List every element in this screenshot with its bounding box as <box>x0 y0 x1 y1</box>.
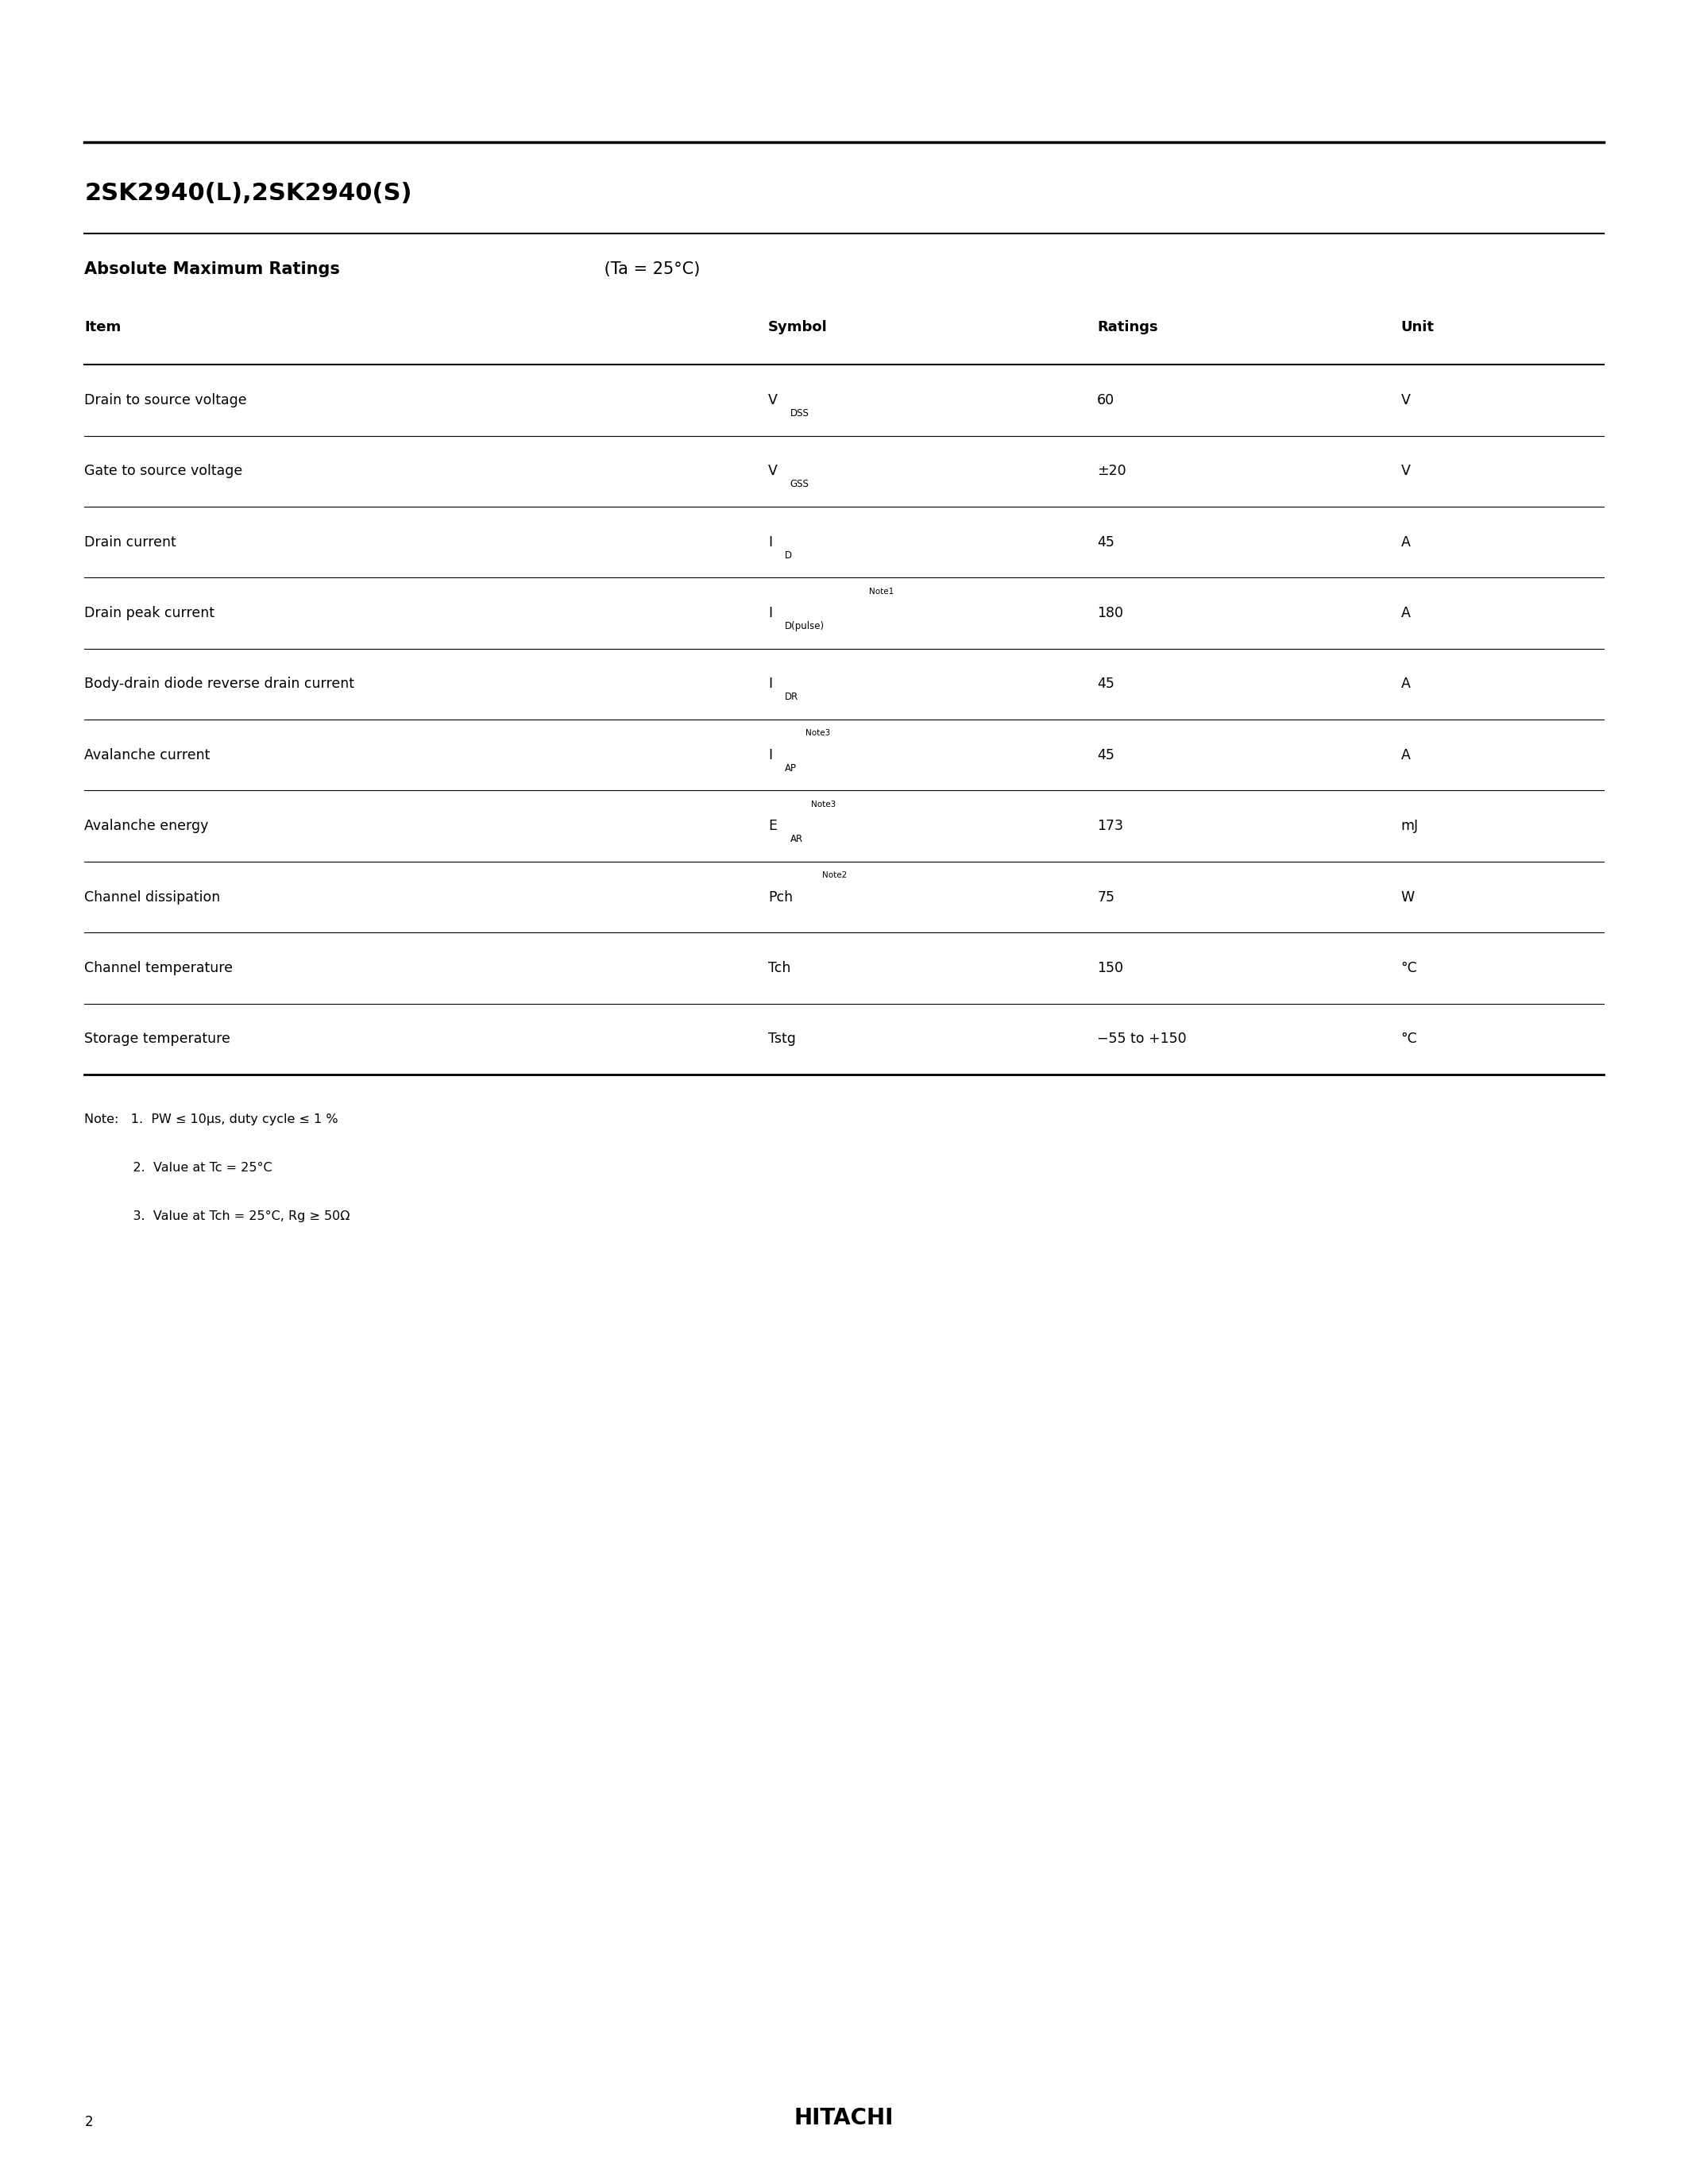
Text: Note3: Note3 <box>805 729 830 738</box>
Text: Channel dissipation: Channel dissipation <box>84 889 221 904</box>
Text: A: A <box>1401 535 1411 550</box>
Text: 45: 45 <box>1097 747 1114 762</box>
Text: Tstg: Tstg <box>768 1031 795 1046</box>
Text: Note1: Note1 <box>869 587 893 596</box>
Text: Tch: Tch <box>768 961 790 976</box>
Text: GSS: GSS <box>790 478 809 489</box>
Text: °C: °C <box>1401 1031 1418 1046</box>
Text: Drain peak current: Drain peak current <box>84 605 214 620</box>
Text: I: I <box>768 605 771 620</box>
Text: 60: 60 <box>1097 393 1114 408</box>
Text: D: D <box>785 550 792 561</box>
Text: 2.  Value at Tc = 25°C: 2. Value at Tc = 25°C <box>84 1162 272 1173</box>
Text: Note2: Note2 <box>822 871 847 880</box>
Text: Note3: Note3 <box>810 799 836 808</box>
Text: Note:   1.  PW ≤ 10μs, duty cycle ≤ 1 %: Note: 1. PW ≤ 10μs, duty cycle ≤ 1 % <box>84 1114 338 1125</box>
Text: A: A <box>1401 605 1411 620</box>
Text: Drain to source voltage: Drain to source voltage <box>84 393 246 408</box>
Text: (Ta = 25°C): (Ta = 25°C) <box>599 262 701 277</box>
Text: 3.  Value at Tch = 25°C, Rg ≥ 50Ω: 3. Value at Tch = 25°C, Rg ≥ 50Ω <box>84 1210 349 1221</box>
Text: AR: AR <box>790 834 803 845</box>
Text: A: A <box>1401 747 1411 762</box>
Text: −55 to +150: −55 to +150 <box>1097 1031 1187 1046</box>
Text: I: I <box>768 535 771 550</box>
Text: °C: °C <box>1401 961 1418 976</box>
Text: V: V <box>768 393 778 408</box>
Text: 2: 2 <box>84 2114 93 2129</box>
Text: mJ: mJ <box>1401 819 1418 834</box>
Text: Symbol: Symbol <box>768 319 827 334</box>
Text: HITACHI: HITACHI <box>795 2108 895 2129</box>
Text: E: E <box>768 819 776 834</box>
Text: DSS: DSS <box>790 408 809 419</box>
Text: Unit: Unit <box>1401 319 1435 334</box>
Text: Body-drain diode reverse drain current: Body-drain diode reverse drain current <box>84 677 354 692</box>
Text: I: I <box>768 747 771 762</box>
Text: 75: 75 <box>1097 889 1114 904</box>
Text: Item: Item <box>84 319 122 334</box>
Text: Avalanche energy: Avalanche energy <box>84 819 209 834</box>
Text: DR: DR <box>785 692 798 703</box>
Text: 45: 45 <box>1097 677 1114 692</box>
Text: A: A <box>1401 677 1411 692</box>
Text: V: V <box>1401 463 1411 478</box>
Text: Ratings: Ratings <box>1097 319 1158 334</box>
Text: Pch: Pch <box>768 889 793 904</box>
Text: Drain current: Drain current <box>84 535 176 550</box>
Text: D(pulse): D(pulse) <box>785 620 825 631</box>
Text: 173: 173 <box>1097 819 1124 834</box>
Text: ±20: ±20 <box>1097 463 1126 478</box>
Text: Avalanche current: Avalanche current <box>84 747 211 762</box>
Text: V: V <box>768 463 778 478</box>
Text: 45: 45 <box>1097 535 1114 550</box>
Text: I: I <box>768 677 771 692</box>
Text: 2SK2940(L),2SK2940(S): 2SK2940(L),2SK2940(S) <box>84 181 412 205</box>
Text: W: W <box>1401 889 1415 904</box>
Text: Gate to source voltage: Gate to source voltage <box>84 463 243 478</box>
Text: 180: 180 <box>1097 605 1124 620</box>
Text: Channel temperature: Channel temperature <box>84 961 233 976</box>
Text: Storage temperature: Storage temperature <box>84 1031 231 1046</box>
Text: Absolute Maximum Ratings: Absolute Maximum Ratings <box>84 262 339 277</box>
Text: AP: AP <box>785 762 797 773</box>
Text: V: V <box>1401 393 1411 408</box>
Text: 150: 150 <box>1097 961 1124 976</box>
